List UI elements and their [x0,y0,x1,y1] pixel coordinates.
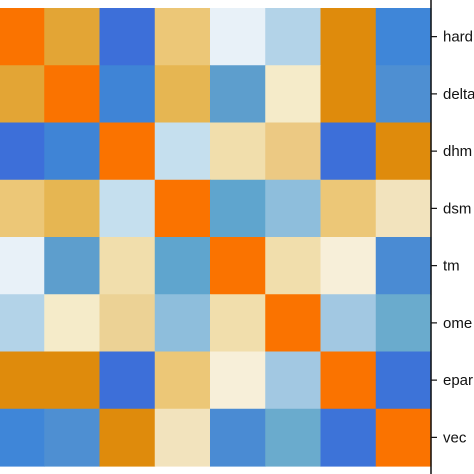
y-tick-label-dhm: dhm [443,143,472,160]
heatmap-cell-r5-c0 [0,294,45,353]
heatmap-cell-r7-c4 [210,408,266,467]
y-tick-label-tm: tm [443,258,460,275]
y-axis-ticks: hard delta dhm dsm tm ome epar vec [431,29,474,446]
heatmap-cell-r5-c4 [210,294,266,353]
heatmap-cell-r4-c1 [44,237,101,295]
y-tick-label-dsm: dsm [443,200,471,217]
heatmap-cell-r0-c7 [375,8,432,66]
heatmap-cell-r3-c5 [265,179,322,238]
heatmap-cell-r5-c6 [320,294,377,353]
y-tick-label-vec: vec [443,429,467,446]
heatmap-cell-r6-c0 [0,351,45,410]
heatmap-cell-r3-c1 [44,179,101,238]
heatmap-cell-r4-c5 [265,237,322,295]
heatmap-cell-r2-c6 [320,122,377,181]
heatmap-cell-r5-c2 [99,294,156,353]
heatmap-cell-r2-c2 [99,122,156,181]
heatmap-cell-r0-c4 [210,8,266,66]
heatmap-cell-r0-c3 [154,8,211,66]
heatmap-cell-r1-c4 [210,65,266,124]
heatmap-cell-r4-c7 [375,237,432,295]
y-tick-label-hard: hard [443,29,473,46]
heatmap-cell-r2-c7 [375,122,432,181]
heatmap-cell-r2-c1 [44,122,101,181]
heatmap-cell-r5-c1 [44,294,101,353]
heatmap-cell-r6-c7 [375,351,432,410]
heatmap-cell-r6-c3 [154,351,211,410]
heatmap-cell-r1-c1 [44,65,101,124]
heatmap-cell-r0-c5 [265,8,322,66]
heatmap-cell-r7-c3 [154,408,211,467]
heatmap-cell-r7-c2 [99,408,156,467]
heatmap-cell-r7-c1 [44,408,101,467]
heatmap-cell-r6-c2 [99,351,156,410]
heatmap-cell-r6-c5 [265,351,322,410]
heatmap-cell-r2-c3 [154,122,211,181]
heatmap-cell-r4-c6 [320,237,377,295]
heatmap-cell-r5-c3 [154,294,211,353]
heatmap-cell-r1-c0 [0,65,45,124]
heatmap-cell-r7-c5 [265,408,322,467]
heatmap-cell-r1-c6 [320,65,377,124]
heatmap-cell-r3-c3 [154,179,211,238]
heatmap-cell-r3-c4 [210,179,266,238]
y-tick-label-ome: ome [443,315,472,332]
heatmap-cell-r7-c6 [320,408,377,467]
heatmap-cell-r1-c7 [375,65,432,124]
heatmap-cell-r2-c0 [0,122,45,181]
heatmap-cell-r2-c4 [210,122,266,181]
y-tick-label-delta: delta [443,86,474,103]
heatmap-cell-r3-c0 [0,179,45,238]
heatmap-cell-r4-c4 [210,237,266,295]
heatmap-cell-r1-c2 [99,65,156,124]
heatmap-cell-r5-c5 [265,294,322,353]
heatmap-cell-r7-c0 [0,408,45,467]
heatmap-cell-r4-c2 [99,237,156,295]
heatmap-cell-r1-c3 [154,65,211,124]
heatmap-cell-r6-c6 [320,351,377,410]
heatmap-cell-r5-c7 [375,294,432,353]
heatmap-cell-r1-c5 [265,65,322,124]
heatmap-cell-r7-c7 [375,408,432,467]
heatmap-cell-r6-c1 [44,351,101,410]
heatmap-cells [0,8,432,467]
heatmap-cell-r0-c0 [0,8,45,66]
heatmap-cell-r3-c6 [320,179,377,238]
heatmap-cell-r0-c6 [320,8,377,66]
heatmap-cell-r3-c2 [99,179,156,238]
heatmap-cell-r3-c7 [375,179,432,238]
heatmap-cell-r0-c2 [99,8,156,66]
heatmap-cell-r4-c3 [154,237,211,295]
heatmap-cell-r4-c0 [0,237,45,295]
heatmap-cell-r0-c1 [44,8,101,66]
heatmap-cell-r6-c4 [210,351,266,410]
heatmap-cell-r2-c5 [265,122,322,181]
y-tick-label-epar: epar [443,372,473,389]
